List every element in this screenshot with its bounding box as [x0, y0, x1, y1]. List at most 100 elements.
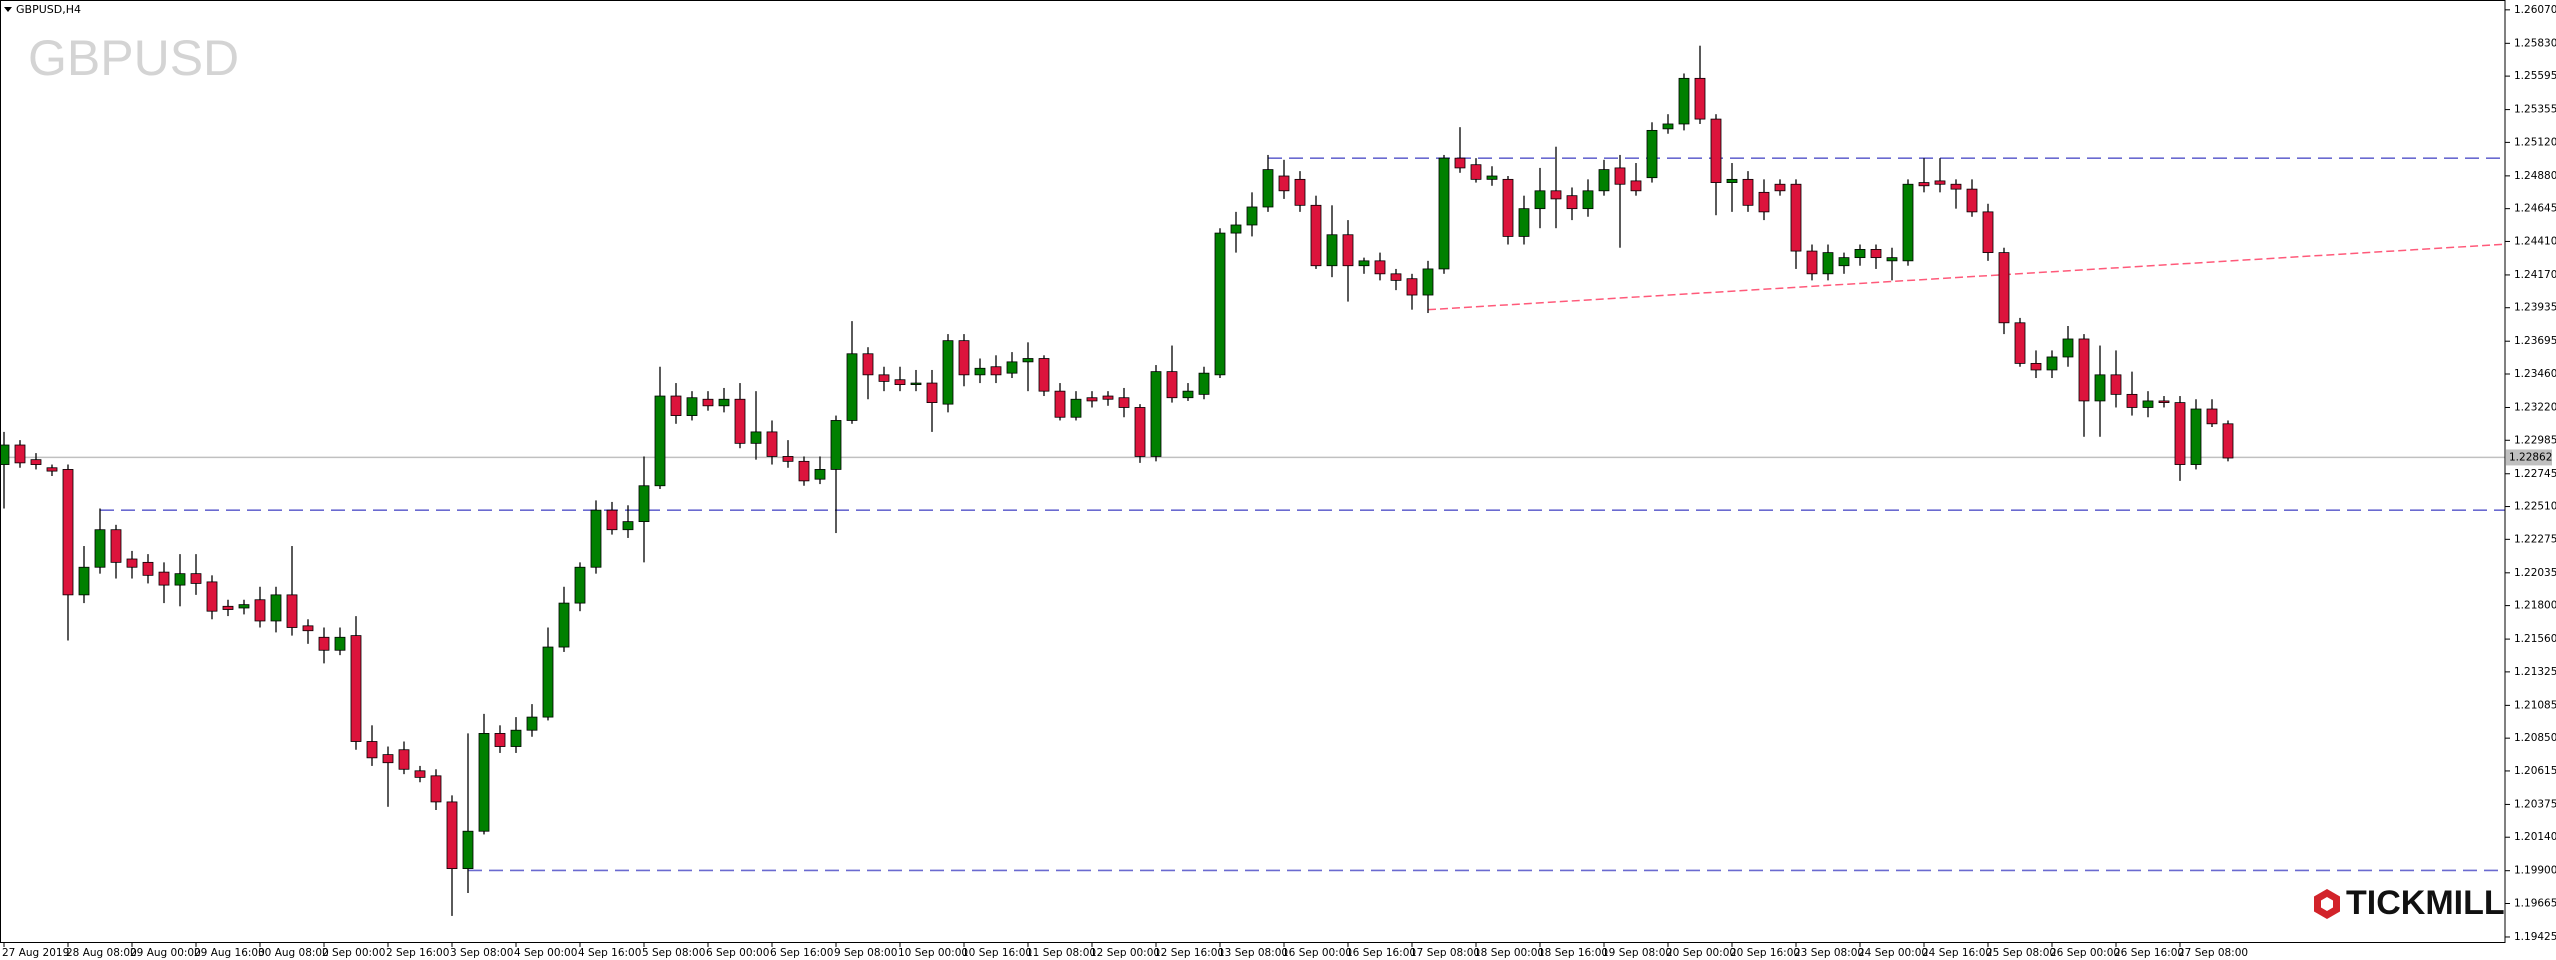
candle-body [1646, 129, 1658, 179]
y-tick-label: 1.21560 [2514, 633, 2556, 645]
x-tick-label: 12 Sep 00:00 [1090, 947, 1160, 959]
candle-body [142, 561, 154, 576]
candle-body [1966, 188, 1978, 213]
candle-body [1262, 169, 1274, 208]
y-tick-label: 1.24410 [2514, 235, 2556, 247]
x-tick-label: 24 Sep 16:00 [1922, 947, 1992, 959]
candle-body [1534, 190, 1546, 210]
candle-body [206, 581, 218, 612]
candle-body [1022, 358, 1034, 363]
x-tick-label: 29 Aug 16:00 [194, 947, 265, 959]
candle-body [1102, 395, 1114, 400]
y-tick-label: 1.21325 [2514, 666, 2556, 678]
x-tick-label: 29 Aug 00:00 [130, 947, 201, 959]
candle-body [2046, 356, 2058, 371]
candle-body [174, 573, 186, 586]
x-tick-label: 9 Sep 08:00 [834, 947, 897, 959]
candle-body [1566, 195, 1578, 210]
candle-body [1390, 273, 1402, 281]
candle-body [14, 444, 26, 464]
candle-body [1198, 372, 1210, 395]
x-tick-label: 30 Aug 08:00 [258, 947, 329, 959]
watermark: GBPUSD [28, 30, 239, 86]
candle-body [846, 353, 858, 421]
candle-body [942, 340, 954, 405]
x-tick-label: 18 Sep 00:00 [1474, 947, 1544, 959]
candle-body [238, 604, 250, 609]
candle-body [1230, 224, 1242, 234]
candle-body [862, 353, 874, 376]
candle-body [446, 801, 458, 870]
candle-body [126, 558, 138, 568]
candle-body [1038, 358, 1050, 392]
candle-body [1998, 252, 2010, 324]
candle-body [110, 529, 122, 563]
x-tick-label: 16 Sep 00:00 [1282, 947, 1352, 959]
candle-body [2030, 362, 2042, 371]
candle-body [158, 571, 170, 586]
candle-body [1662, 123, 1674, 130]
candle-body [1166, 371, 1178, 399]
candle-body [734, 398, 746, 444]
candle-body [398, 749, 410, 770]
x-tick-label: 18 Sep 16:00 [1538, 947, 1608, 959]
candle-body [590, 509, 602, 568]
x-tick-label: 24 Sep 00:00 [1858, 947, 1928, 959]
candle-body [1438, 157, 1450, 270]
y-tick-label: 1.25595 [2514, 70, 2556, 82]
chart-title: GBPUSD,H4 [16, 3, 81, 16]
candle-body [1806, 250, 1818, 275]
candle-body [974, 367, 986, 376]
y-tick-label: 1.24170 [2514, 269, 2556, 281]
candle-body [1470, 164, 1482, 180]
candle-body [1358, 260, 1370, 267]
y-tick-label: 1.26070 [2514, 4, 2556, 16]
x-tick-label: 23 Sep 08:00 [1794, 947, 1864, 959]
candle-body [654, 395, 666, 487]
candle-body [814, 469, 826, 480]
candle-body [574, 566, 586, 604]
candle-body [1502, 178, 1514, 237]
candle-body [2206, 408, 2218, 425]
x-tick-label: 4 Sep 00:00 [514, 947, 577, 959]
x-tick-label: 6 Sep 16:00 [770, 947, 833, 959]
candle-body [1182, 390, 1194, 399]
candle-body [254, 599, 266, 622]
candle-body [1950, 183, 1962, 190]
candle-body [1070, 398, 1082, 418]
candle-body [1422, 268, 1434, 296]
candle-body [1342, 234, 1354, 267]
candle-body [718, 398, 730, 407]
x-tick-label: 26 Sep 00:00 [2050, 947, 2120, 959]
candle-body [638, 485, 650, 523]
candle-body [2062, 338, 2074, 358]
y-tick-label: 1.23220 [2514, 401, 2556, 413]
candle-body [430, 775, 442, 803]
candle-body [1710, 118, 1722, 183]
x-tick-label: 11 Sep 08:00 [1026, 947, 1096, 959]
menu-triangle [4, 7, 12, 12]
candle-body [686, 397, 698, 416]
candle-body [30, 459, 42, 465]
candle-body [2126, 393, 2138, 408]
y-tick-label: 1.22745 [2514, 468, 2556, 480]
y-tick-label: 1.23460 [2514, 368, 2556, 380]
y-tick-label: 1.19900 [2514, 865, 2556, 877]
candle-body [94, 529, 106, 568]
candle-body [1614, 167, 1626, 185]
y-tick-label: 1.20375 [2514, 798, 2556, 810]
plot-area [0, 45, 2506, 916]
y-tick-label: 1.25355 [2514, 104, 2556, 116]
candle-body [1278, 175, 1290, 192]
candle-body [958, 340, 970, 376]
candle-body [782, 456, 794, 462]
candle-body [1374, 260, 1386, 275]
y-tick-label: 1.19425 [2514, 931, 2556, 943]
x-tick-label: 27 Sep 08:00 [2178, 947, 2248, 959]
x-tick-label: 19 Sep 08:00 [1602, 947, 1672, 959]
candle-body [2094, 374, 2106, 402]
y-tick-label: 1.20850 [2514, 732, 2556, 744]
candle-body [1742, 178, 1754, 206]
